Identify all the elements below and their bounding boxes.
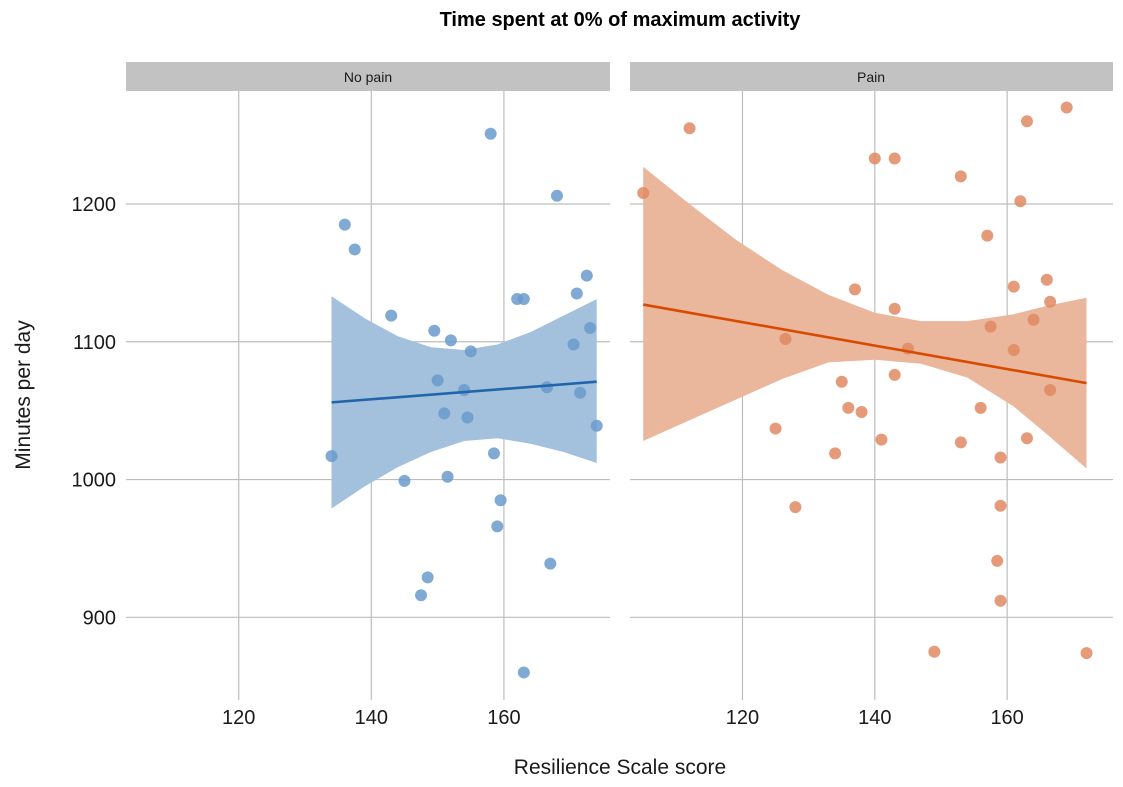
data-point-pain-25 bbox=[994, 451, 1007, 464]
data-point-pain-17 bbox=[954, 170, 967, 183]
ci-band-pain bbox=[643, 166, 1087, 469]
data-point-pain-36 bbox=[1080, 647, 1093, 660]
y-tick-label-1100: 1100 bbox=[73, 332, 116, 354]
data-point-pain-13 bbox=[888, 302, 901, 315]
points-pain bbox=[637, 101, 1093, 660]
data-point-no-pain-0 bbox=[325, 450, 338, 463]
data-point-pain-32 bbox=[1040, 273, 1053, 286]
data-point-pain-33 bbox=[1044, 295, 1057, 308]
data-point-no-pain-12 bbox=[458, 383, 471, 396]
data-point-no-pain-5 bbox=[415, 589, 428, 602]
data-point-no-pain-16 bbox=[487, 447, 500, 460]
data-point-pain-12 bbox=[888, 152, 901, 165]
x-tick-label-160-panel-1: 160 bbox=[990, 707, 1023, 729]
fit-line-pain bbox=[643, 303, 1087, 385]
data-point-no-pain-13 bbox=[461, 411, 474, 424]
data-point-no-pain-30 bbox=[590, 419, 603, 432]
data-point-no-pain-4 bbox=[398, 474, 411, 487]
data-point-pain-14 bbox=[888, 368, 901, 381]
data-point-pain-19 bbox=[974, 401, 987, 414]
strip-label-no-pain: No pain bbox=[344, 69, 392, 85]
data-point-pain-23 bbox=[994, 594, 1007, 607]
data-point-pain-6 bbox=[835, 375, 848, 388]
x-tick-label-120-panel-0: 120 bbox=[222, 707, 255, 729]
data-point-pain-29 bbox=[1020, 115, 1033, 128]
y-tick-label-1000: 1000 bbox=[72, 470, 117, 492]
data-point-no-pain-10 bbox=[441, 470, 454, 483]
data-point-pain-8 bbox=[848, 283, 861, 296]
data-point-no-pain-2 bbox=[348, 243, 361, 256]
regression-line-pain bbox=[643, 303, 1087, 385]
data-point-no-pain-23 bbox=[544, 557, 557, 570]
y-axis-title: Minutes per day bbox=[12, 320, 35, 470]
x-tick-label-120-panel-1: 120 bbox=[726, 707, 759, 729]
data-point-no-pain-29 bbox=[584, 321, 597, 334]
data-point-pain-27 bbox=[1007, 280, 1020, 293]
data-point-no-pain-6 bbox=[421, 571, 434, 584]
data-point-no-pain-15 bbox=[484, 127, 497, 140]
y-tick-label-900: 900 bbox=[83, 607, 116, 629]
confidence-band-pain bbox=[643, 166, 1087, 469]
data-point-pain-0 bbox=[637, 186, 650, 199]
chart-title: Time spent at 0% of maximum activity bbox=[440, 9, 802, 31]
data-point-pain-28 bbox=[1014, 195, 1027, 208]
data-point-pain-26 bbox=[1007, 344, 1020, 357]
panel-no-pain: No pain bbox=[126, 62, 610, 700]
data-point-pain-11 bbox=[875, 433, 888, 446]
data-point-no-pain-25 bbox=[567, 338, 580, 351]
data-point-pain-9 bbox=[855, 406, 868, 419]
data-point-pain-1 bbox=[683, 122, 696, 135]
data-point-no-pain-27 bbox=[574, 386, 587, 399]
x-axis-title: Resilience Scale score bbox=[514, 756, 726, 779]
data-point-pain-16 bbox=[928, 645, 941, 658]
data-point-pain-31 bbox=[1027, 313, 1040, 326]
x-axis-ticks: 120 140 160 120 140 160 bbox=[222, 707, 1024, 729]
data-point-pain-3 bbox=[779, 333, 792, 346]
strip-pain bbox=[630, 62, 1113, 91]
data-point-pain-34 bbox=[1044, 383, 1057, 396]
data-point-no-pain-24 bbox=[550, 189, 563, 202]
data-point-pain-5 bbox=[829, 447, 842, 460]
data-point-no-pain-28 bbox=[580, 269, 593, 282]
data-point-pain-35 bbox=[1060, 101, 1073, 114]
fit-line-no-pain bbox=[331, 380, 597, 404]
x-tick-label-160-panel-0: 160 bbox=[487, 707, 520, 729]
data-point-pain-18 bbox=[954, 436, 967, 449]
data-point-pain-10 bbox=[868, 152, 881, 165]
panel-pain: Pain bbox=[630, 62, 1113, 700]
data-point-no-pain-21 bbox=[517, 666, 530, 679]
data-point-no-pain-3 bbox=[385, 309, 398, 322]
data-point-pain-7 bbox=[842, 401, 855, 414]
points-no-pain bbox=[325, 127, 603, 679]
data-point-no-pain-20 bbox=[517, 293, 530, 306]
data-point-no-pain-11 bbox=[444, 334, 457, 347]
y-tick-label-1200: 1200 bbox=[72, 194, 117, 216]
data-point-no-pain-22 bbox=[541, 381, 554, 394]
data-point-pain-20 bbox=[981, 229, 994, 242]
data-point-no-pain-17 bbox=[491, 520, 504, 533]
data-point-no-pain-26 bbox=[570, 287, 583, 300]
data-point-pain-21 bbox=[984, 320, 997, 333]
data-point-no-pain-7 bbox=[428, 324, 441, 337]
data-point-pain-2 bbox=[769, 422, 782, 435]
x-tick-label-140-panel-0: 140 bbox=[355, 707, 388, 729]
ci-band-no-pain bbox=[331, 296, 597, 509]
data-point-pain-22 bbox=[991, 554, 1004, 567]
y-axis-ticks: 900 1000 1100 1200 bbox=[72, 194, 117, 629]
strip-label-pain: Pain bbox=[857, 69, 885, 85]
data-point-pain-4 bbox=[789, 501, 802, 514]
data-point-no-pain-8 bbox=[431, 374, 444, 387]
strip-no-pain bbox=[126, 62, 610, 91]
data-point-no-pain-18 bbox=[494, 494, 507, 507]
confidence-band-no-pain bbox=[331, 296, 597, 509]
x-tick-label-140-panel-1: 140 bbox=[858, 707, 891, 729]
data-point-pain-30 bbox=[1020, 432, 1033, 445]
data-point-pain-24 bbox=[994, 499, 1007, 512]
data-point-no-pain-9 bbox=[438, 407, 451, 420]
data-point-no-pain-14 bbox=[464, 345, 477, 358]
regression-line-no-pain bbox=[331, 380, 597, 404]
data-point-no-pain-1 bbox=[338, 218, 351, 231]
